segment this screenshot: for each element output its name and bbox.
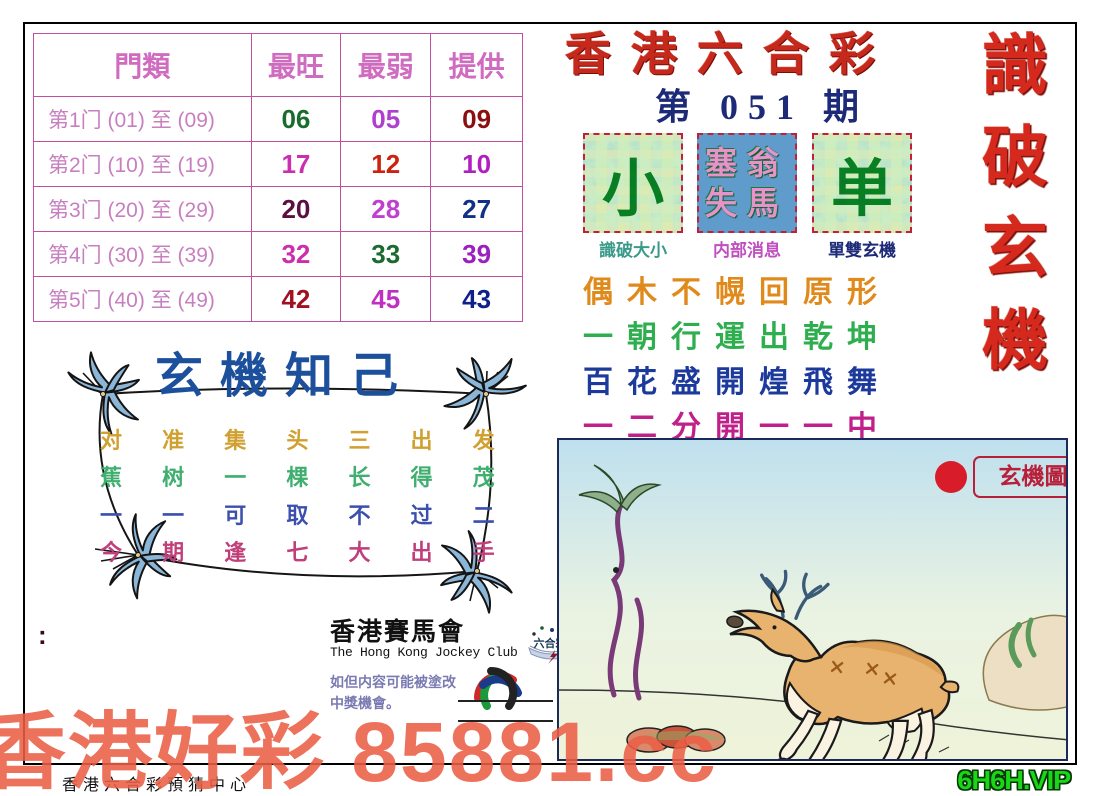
svg-text:玄機圖: 玄機圖 — [999, 463, 1068, 489]
